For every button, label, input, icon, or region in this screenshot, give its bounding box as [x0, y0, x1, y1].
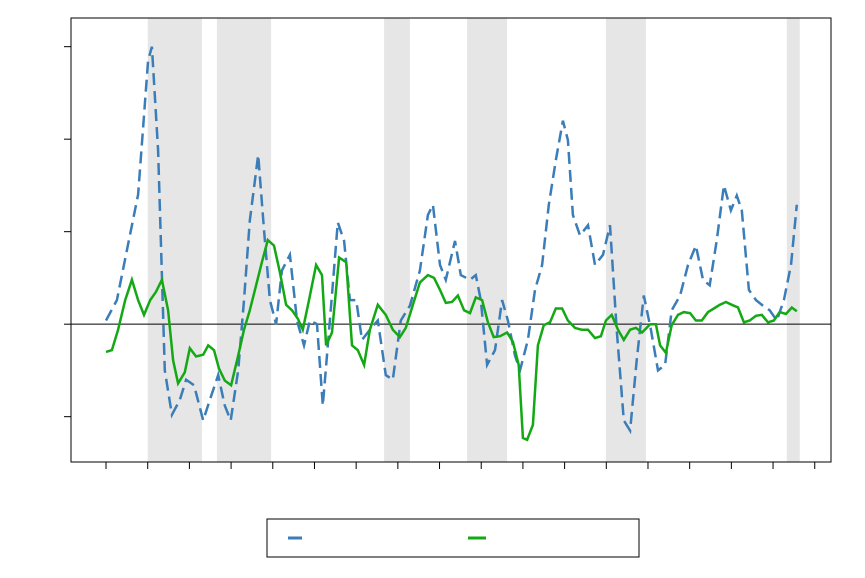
plot-frame	[70, 17, 832, 463]
shaded-region	[216, 18, 272, 462]
series-line	[105, 237, 798, 442]
shaded-region	[605, 18, 646, 462]
shaded-region	[384, 18, 410, 462]
shaded-region	[467, 18, 508, 462]
series-line	[104, 46, 799, 435]
legend	[266, 518, 640, 558]
shaded-region	[147, 18, 202, 462]
